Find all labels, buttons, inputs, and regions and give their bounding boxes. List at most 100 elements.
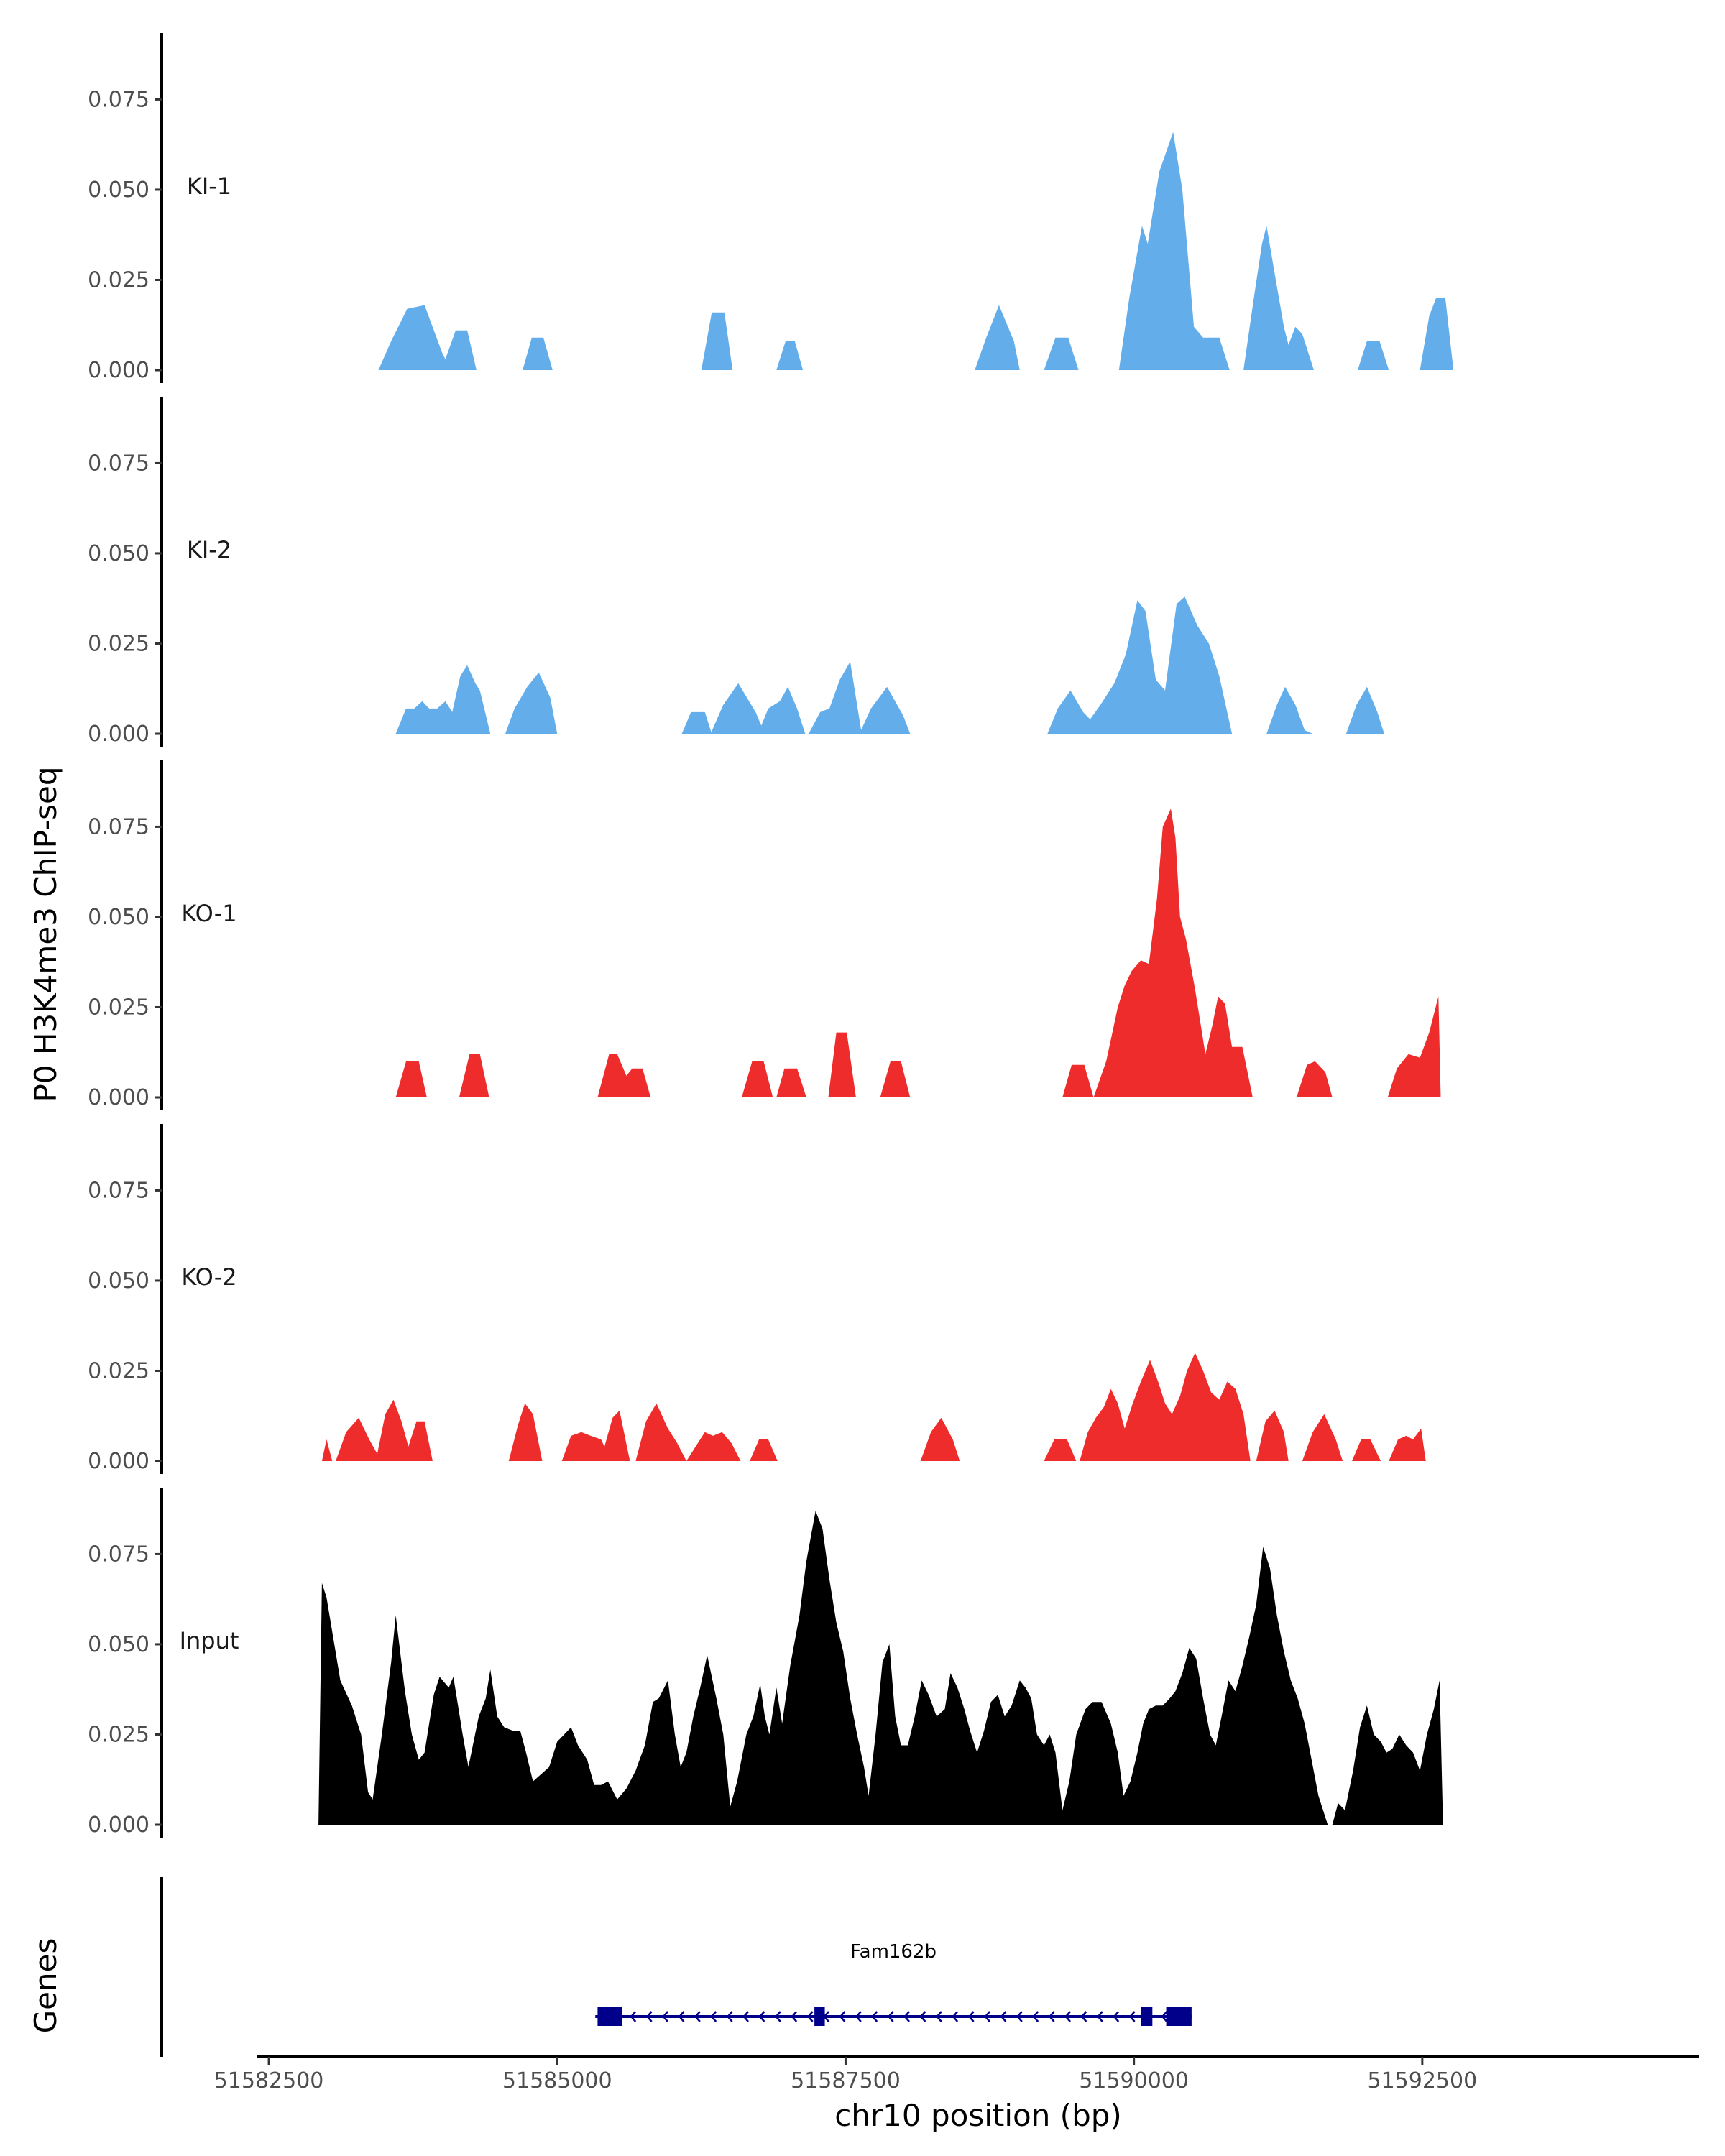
strand-arrow [936, 2011, 942, 2022]
signal-area [336, 1399, 433, 1461]
strand-arrow [1032, 2011, 1039, 2022]
y-tick-label: 0.050 [88, 541, 150, 566]
y-tick-label: 0.050 [88, 905, 150, 930]
y-tick-label: 0.000 [88, 1449, 150, 1474]
y-tick-label: 0.050 [88, 1632, 150, 1657]
signal-area [880, 1061, 911, 1097]
signal-area [1352, 1439, 1381, 1461]
signal-area [1118, 132, 1230, 370]
signal-area [395, 665, 491, 734]
strand-arrow [952, 2011, 959, 2022]
signal-area [776, 1068, 806, 1097]
signal-area [508, 1403, 543, 1461]
signal-area [1080, 1353, 1251, 1461]
y-tick-label: 0.075 [88, 451, 150, 476]
strand-arrow [1064, 2011, 1071, 2022]
strand-arrow [678, 2011, 685, 2022]
strand-arrow [1128, 2011, 1136, 2022]
genes-axis-title: Genes [28, 1938, 63, 2034]
signal-area [395, 1061, 427, 1097]
signal-area [750, 1439, 778, 1461]
signal-area [1420, 298, 1454, 370]
signal-area [1044, 1439, 1077, 1461]
strand-arrow [806, 2011, 814, 2022]
strand-arrow [1097, 2011, 1103, 2022]
track-label: KO-2 [181, 1263, 236, 1291]
signal-area [1256, 1410, 1289, 1461]
y-tick-label: 0.025 [88, 1358, 150, 1383]
strand-arrow [694, 2011, 701, 2022]
y-tick-label: 0.025 [88, 267, 150, 292]
signal-area [1047, 596, 1233, 734]
signal-area [776, 341, 804, 370]
strand-arrow [984, 2011, 990, 2022]
track-label: KO-1 [181, 900, 236, 927]
signal-area [1387, 996, 1441, 1097]
x-axis-title: chr10 position (bp) [834, 2098, 1122, 2133]
signal-area [1044, 337, 1079, 370]
signal-area [1346, 686, 1384, 734]
gene-exon [1141, 2007, 1153, 2026]
y-tick-label: 0.000 [88, 1085, 150, 1110]
signal-area [686, 1432, 741, 1461]
signal-area [1062, 1064, 1094, 1097]
signal-area [321, 1439, 333, 1461]
y-tick-label: 0.075 [88, 87, 150, 112]
track-label: KI-2 [187, 536, 231, 563]
signal-area [920, 1417, 960, 1461]
signal-area [318, 1511, 1328, 1825]
strand-arrow [839, 2011, 846, 2022]
track-ko-2: 0.000 0.025 0.050 0.075 KO-2 [88, 1124, 1426, 1474]
signal-area [378, 305, 477, 370]
y-tick-label: 0.025 [88, 995, 150, 1020]
signal-area [1093, 808, 1253, 1097]
signal-area [809, 661, 862, 734]
x-tick-label: 51582500 [214, 2068, 324, 2093]
y-tick-label: 0.075 [88, 814, 150, 839]
y-tick-label: 0.025 [88, 1722, 150, 1747]
strand-arrow [1113, 2011, 1120, 2022]
signal-area [701, 312, 733, 370]
track-input: 0.000 0.025 0.050 0.075 Input [88, 1488, 1443, 1838]
y-tick-label: 0.000 [88, 1812, 150, 1838]
signal-area [1296, 1061, 1333, 1097]
gene-exon [597, 2007, 622, 2026]
gene-strand-arrows [630, 2011, 1168, 2022]
signal-area [681, 711, 712, 734]
strand-arrow [645, 2011, 653, 2022]
signal-area [635, 1403, 686, 1461]
strand-arrow [1000, 2011, 1007, 2022]
signal-area [1358, 341, 1389, 370]
strand-arrow [919, 2011, 926, 2022]
strand-arrow [630, 2011, 637, 2022]
strand-arrow [903, 2011, 910, 2022]
gene-label: Fam162b [850, 1941, 937, 1963]
strand-arrow [758, 2011, 765, 2022]
signal-area [758, 686, 806, 734]
signal-area [1302, 1414, 1343, 1461]
signal-area [523, 337, 553, 370]
strand-arrow [967, 2011, 975, 2022]
signal-area [597, 1054, 651, 1097]
strand-arrow [1161, 2011, 1168, 2022]
signal-area [1243, 226, 1314, 370]
y-tick-label: 0.025 [88, 631, 150, 656]
gene-panel: Fam162b Genes [28, 1877, 1192, 2057]
gene-exon [1166, 2007, 1192, 2026]
strand-arrow [1080, 2011, 1087, 2022]
signal-area [710, 683, 765, 734]
tracks-layer: 0.0000.0250.0500.075KI-10.0000.0250.0500… [88, 33, 1454, 1838]
gene-exons [597, 2007, 1192, 2026]
track-label: Input [180, 1627, 239, 1654]
track-ki-2: 0.000 0.025 0.050 0.075 KI-2 [88, 397, 1384, 747]
y-axis-title: P0 H3K4me3 ChIP-seq [28, 766, 63, 1102]
signal-area [975, 305, 1020, 370]
y-tick-label: 0.050 [88, 178, 150, 203]
track-label: KI-1 [187, 172, 231, 200]
track-ko-1: 0.000 0.025 0.050 0.075 KO-1 [88, 760, 1441, 1110]
strand-arrow [742, 2011, 749, 2022]
signal-area [742, 1061, 773, 1097]
x-tick-label: 51590000 [1079, 2068, 1189, 2093]
x-tick-label: 51587500 [791, 2068, 901, 2093]
y-tick-label: 0.050 [88, 1268, 150, 1294]
